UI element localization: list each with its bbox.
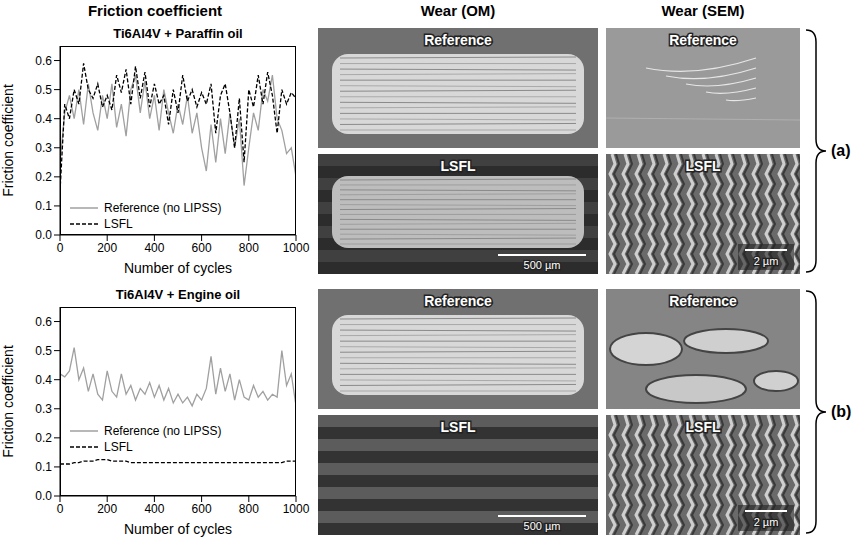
svg-text:500 µm: 500 µm	[524, 259, 561, 271]
svg-text:LSFL: LSFL	[686, 158, 721, 174]
svg-text:0.4: 0.4	[35, 112, 52, 126]
svg-text:600: 600	[192, 241, 212, 255]
svg-text:1000: 1000	[283, 241, 310, 255]
svg-text:200: 200	[97, 241, 117, 255]
svg-text:200: 200	[97, 502, 117, 516]
html-text:Ti6Al4V + Engine oil: Ti6Al4V + Engine oil	[115, 287, 241, 302]
html-text:Friction coefficient: Friction coefficient	[87, 2, 223, 19]
svg-text:Reference: Reference	[669, 32, 737, 48]
svg-text:400: 400	[144, 241, 164, 255]
html-text:(a): (a)	[831, 142, 851, 159]
svg-text:0.6: 0.6	[35, 315, 52, 329]
svg-text:0.5: 0.5	[35, 83, 52, 97]
svg-text:400: 400	[144, 502, 164, 516]
html-text:Reference (no LIPSS): Reference (no LIPSS)	[104, 201, 222, 216]
svg-text:800: 800	[239, 241, 259, 255]
html-text:LSFL: LSFL	[104, 440, 133, 455]
svg-text:600: 600	[192, 502, 212, 516]
svg-text:0.3: 0.3	[35, 141, 52, 155]
svg-text:0: 0	[57, 241, 64, 255]
html-text:Reference (no LIPSS): Reference (no LIPSS)	[104, 424, 222, 439]
svg-text:Friction coefficient: Friction coefficient	[0, 84, 16, 197]
svg-text:2 µm: 2 µm	[754, 255, 779, 267]
svg-text:LSFL: LSFL	[686, 419, 721, 435]
svg-text:500 µm: 500 µm	[524, 520, 561, 532]
svg-text:Friction coefficient: Friction coefficient	[0, 345, 16, 458]
svg-text:0.2: 0.2	[35, 431, 52, 445]
svg-text:0.1: 0.1	[35, 460, 52, 474]
svg-text:800: 800	[239, 502, 259, 516]
svg-text:0.3: 0.3	[35, 402, 52, 416]
html-text:(b): (b)	[831, 403, 852, 420]
svg-text:2 µm: 2 µm	[754, 516, 779, 528]
html-text:Wear (SEM): Wear (SEM)	[661, 2, 745, 19]
svg-text:LSFL: LSFL	[441, 158, 476, 174]
html-text:Wear (OM): Wear (OM)	[420, 2, 496, 19]
svg-text:LSFL: LSFL	[441, 419, 476, 435]
svg-text:1000: 1000	[283, 502, 310, 516]
svg-text:0.6: 0.6	[35, 54, 52, 68]
svg-text:0.4: 0.4	[35, 373, 52, 387]
html-text:Ti6Al4V + Paraffin oil: Ti6Al4V + Paraffin oil	[113, 26, 243, 41]
svg-text:Reference: Reference	[424, 32, 492, 48]
svg-text:Reference: Reference	[424, 293, 492, 309]
svg-text:0.1: 0.1	[35, 199, 52, 213]
svg-text:Number of cycles: Number of cycles	[124, 260, 232, 276]
svg-text:0.0: 0.0	[35, 489, 52, 503]
svg-text:0: 0	[57, 502, 64, 516]
svg-text:Reference: Reference	[669, 293, 737, 309]
svg-text:Number of cycles: Number of cycles	[124, 521, 232, 537]
svg-text:0.2: 0.2	[35, 170, 52, 184]
svg-text:0.0: 0.0	[35, 228, 52, 242]
svg-text:0.5: 0.5	[35, 344, 52, 358]
html-text:LSFL: LSFL	[104, 217, 133, 232]
